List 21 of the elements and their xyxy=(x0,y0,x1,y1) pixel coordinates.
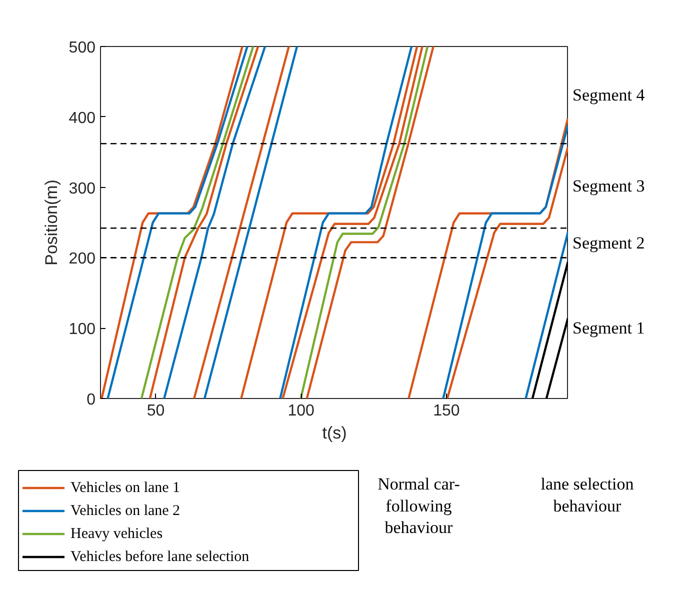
legend-label: Heavy vehicles xyxy=(70,526,163,542)
y-axis-title: Position(m) xyxy=(42,180,61,266)
text: Normal car-following behaviour xyxy=(378,474,460,538)
x-tick-label: 50 xyxy=(146,402,165,420)
y-tick-label: 200 xyxy=(68,250,96,268)
legend-label: Vehicles before lane selection xyxy=(70,549,250,565)
text: Segment 2 xyxy=(572,233,645,252)
text: Segment 1 xyxy=(572,318,645,338)
y-tick-label: 300 xyxy=(68,180,96,198)
x-tick-label: 150 xyxy=(433,402,460,420)
text: Segment 3 xyxy=(572,176,645,196)
y-tick-label: 400 xyxy=(68,110,96,127)
x-axis-title: t(s) xyxy=(322,424,347,442)
text: Segment 4 xyxy=(572,86,646,105)
x-tick-label: 100 xyxy=(288,402,315,420)
legend-label: Vehicles on lane 1 xyxy=(70,480,180,496)
y-tick-label: 500 xyxy=(68,40,96,56)
y-tick-label: 0 xyxy=(86,392,96,408)
text: lane selection behaviour xyxy=(540,474,634,516)
legend-label: Vehicles on lane 2 xyxy=(70,503,180,519)
y-tick-label: 100 xyxy=(68,321,96,338)
